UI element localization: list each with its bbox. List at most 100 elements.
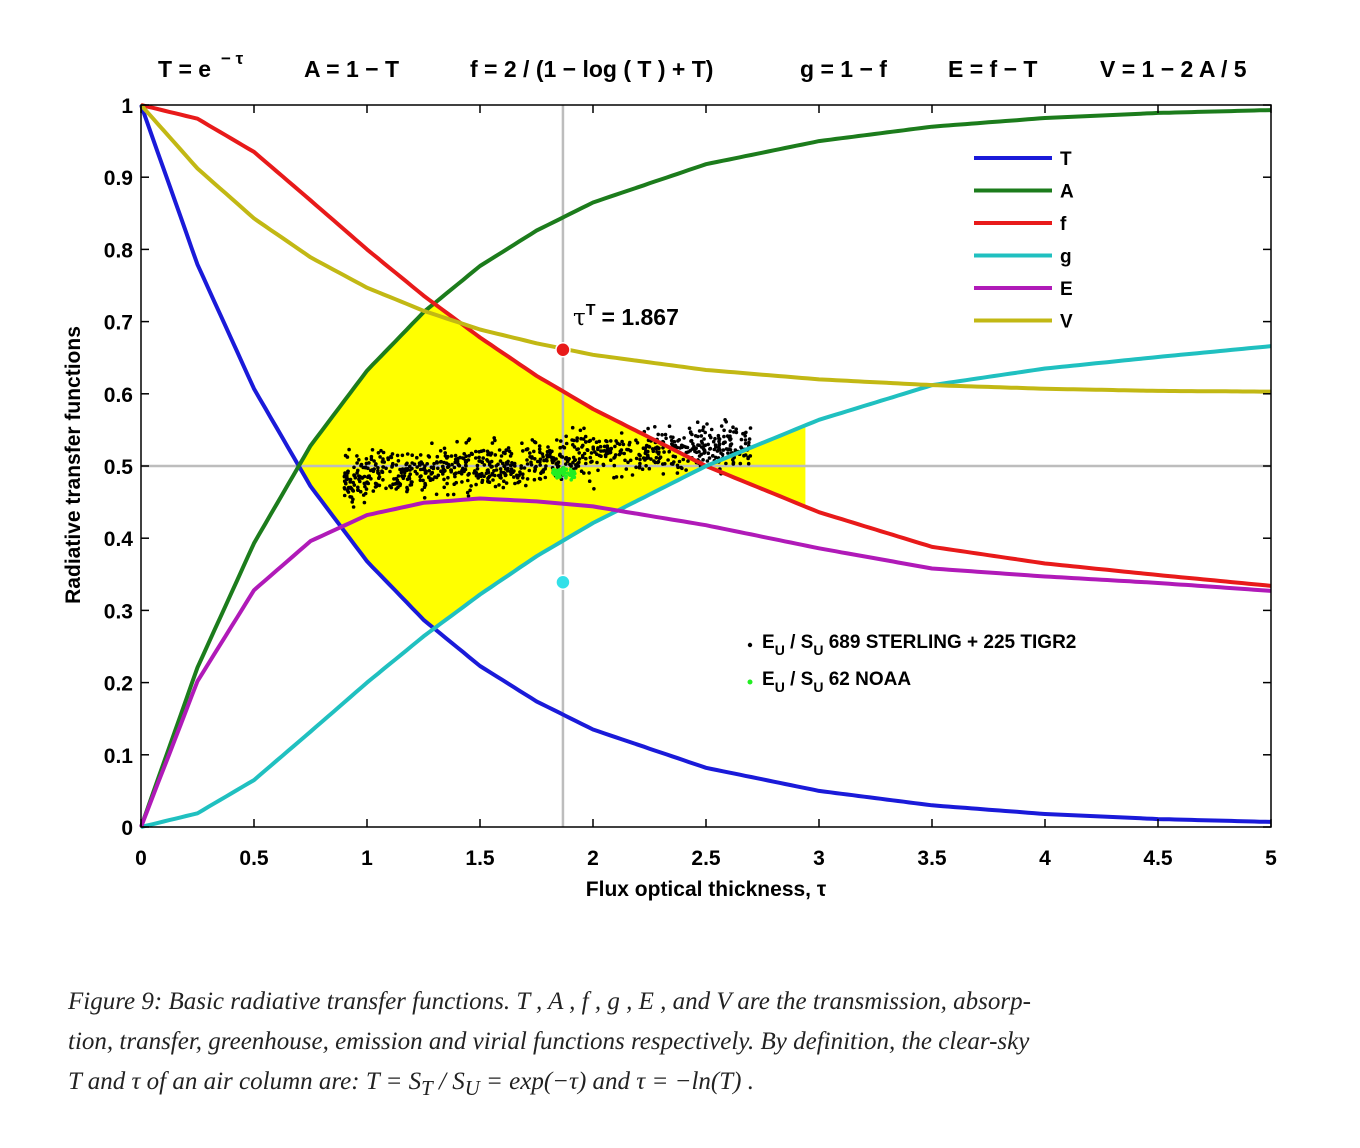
scatter-point	[619, 451, 623, 455]
scatter-point	[619, 431, 624, 435]
scatter-point	[462, 452, 467, 456]
scatter-point	[602, 444, 607, 449]
scatter-point	[493, 453, 498, 457]
scatter-point	[345, 455, 350, 459]
scatter-point	[739, 445, 743, 450]
scatter-point	[460, 480, 464, 484]
scatter-point	[709, 427, 714, 432]
scatter-point	[490, 472, 494, 477]
scatter-point	[575, 447, 579, 452]
scatter-point	[532, 449, 536, 454]
y-axis-label: Radiative transfer functions	[62, 326, 85, 604]
scatter-point	[373, 463, 378, 467]
scatter-point	[353, 475, 358, 480]
scatter-point	[342, 493, 347, 498]
scatter-point	[675, 471, 680, 475]
scatter-point	[541, 470, 545, 474]
scatter-point	[377, 476, 381, 481]
scatter-point	[351, 505, 356, 509]
scatter-point-noaa	[565, 471, 570, 475]
scatter-point	[596, 446, 600, 450]
scatter-point	[472, 471, 476, 475]
scatter-point	[503, 464, 507, 468]
x-tick-label: 2	[587, 847, 599, 870]
y-tick-labels: 0 0.1 0.2 0.3 0.4 0.5 0.6 0.7 0.8 0.9 1	[104, 95, 134, 840]
scatter-point	[621, 442, 626, 447]
scatter-point	[507, 449, 512, 454]
scatter-point	[499, 470, 504, 474]
scatter-point	[716, 433, 721, 438]
scatter-point	[463, 467, 468, 472]
scatter-point	[744, 430, 748, 435]
scatter-point-noaa	[569, 472, 573, 476]
scatter-point	[641, 446, 646, 451]
scatter-point	[429, 477, 434, 481]
scatter-point	[541, 455, 545, 459]
scatter-point	[481, 448, 486, 453]
scatter-point	[538, 463, 542, 467]
scatter-point	[381, 457, 385, 461]
scatter-point	[578, 428, 583, 433]
formula-E: E = f − T	[948, 56, 1037, 82]
formula-T-exponent: − τ	[221, 49, 244, 68]
scatter-point	[577, 460, 581, 465]
scatter-point	[372, 459, 376, 463]
scatter-point	[457, 470, 461, 475]
scatter-point	[366, 466, 370, 471]
scatter-point	[497, 448, 502, 452]
scatter-point	[701, 458, 705, 462]
highlight-point-0	[555, 342, 571, 358]
scatter-point	[505, 469, 510, 473]
scatter-point	[351, 480, 356, 485]
scatter-point	[626, 460, 630, 465]
scatter-point	[423, 471, 428, 475]
scatter-point	[466, 494, 471, 498]
scatter-point	[661, 472, 666, 476]
scatter-point	[427, 469, 432, 473]
scatter-point	[684, 468, 688, 472]
scatter-point	[584, 461, 588, 466]
scatter-point	[677, 459, 682, 464]
scatter-point	[381, 450, 386, 455]
scatter-point	[638, 461, 642, 466]
scatter-point	[622, 451, 626, 456]
scatter-point	[654, 455, 659, 460]
scatter-point	[363, 484, 367, 489]
scatter-point	[623, 458, 627, 463]
scatter-point	[432, 461, 436, 466]
scatter-point	[697, 454, 702, 458]
scatter-point	[355, 454, 359, 458]
scatter-point	[538, 477, 543, 481]
scatter-point	[638, 453, 642, 458]
x-tick-label: 0.5	[239, 847, 269, 870]
scatter-point	[346, 486, 351, 491]
legend-label-A: A	[1060, 182, 1074, 203]
scatter-point	[489, 451, 494, 456]
tau-superscript: T	[586, 302, 596, 319]
scatter-point	[591, 437, 596, 441]
scatter-point	[669, 438, 674, 443]
scatter-point	[534, 464, 538, 469]
scatter-point	[345, 477, 349, 482]
scatter-point	[605, 446, 610, 450]
scatter-point	[525, 477, 530, 481]
scatter-point	[346, 471, 350, 475]
scatter-point	[646, 455, 651, 460]
scatter-point	[558, 445, 562, 450]
scatter-point	[509, 467, 514, 471]
scatter-point	[348, 495, 352, 499]
scatter-point	[707, 456, 712, 460]
x-tick-label: 4	[1039, 847, 1051, 870]
scatter-point	[457, 463, 462, 468]
scatter-point	[662, 450, 666, 454]
scatter-point	[442, 446, 447, 451]
scatter-point	[544, 464, 548, 468]
scatter-point	[422, 496, 427, 500]
scatter-legend: EU / SU 689 STERLING + 225 TIGR2 EU / SU…	[747, 632, 1076, 695]
scatter-point	[430, 470, 435, 475]
scatter-point	[485, 449, 490, 454]
scatter-point	[647, 466, 652, 471]
scatter-point	[356, 488, 360, 492]
scatter-point	[360, 475, 365, 480]
scatter-point	[384, 466, 388, 471]
